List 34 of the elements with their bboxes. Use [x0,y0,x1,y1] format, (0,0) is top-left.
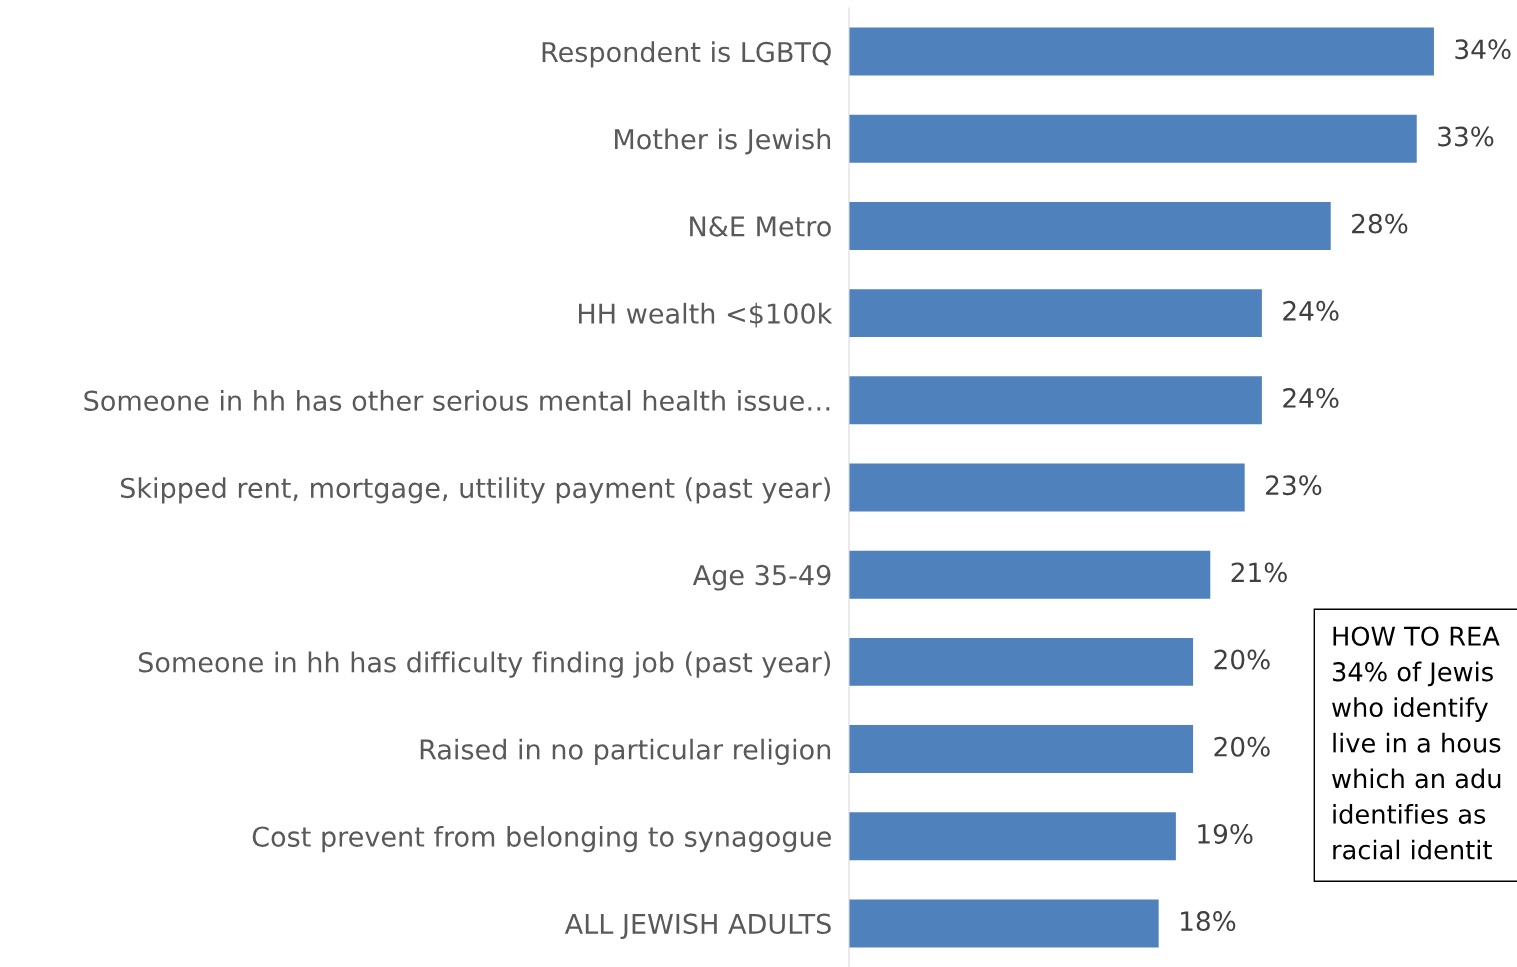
data-label: 24% [1283,300,1339,321]
y-tick-label: Age 35-49 [692,564,831,591]
bar [849,376,1262,425]
bar [849,550,1211,599]
annotation: HOW TO REA 34% of Jewis who identify live in a hous which an adu identifies as racial identit [1332,626,1501,860]
y-tick-label: Cost prevent from belonging to synagogue [252,825,831,853]
data-label: 20% [1214,649,1270,670]
bar [849,899,1159,948]
bar [849,463,1245,512]
data-label: 20% [1214,736,1270,757]
y-tick-label: ALL JEWISH ADULTS [564,913,831,940]
bar [849,725,1194,774]
data-label: 33% [1438,126,1494,147]
data-label: 19% [1198,823,1253,844]
y-tick-label: Mother is Jewish [615,128,831,155]
data-label: 21% [1231,562,1287,583]
bar [849,812,1176,861]
y-tick-label: N&E Metro [690,216,831,237]
y-tick-label: HH wealth <$100k [579,302,833,328]
bar [849,289,1262,338]
data-label: 23% [1266,475,1322,496]
data-label: 24% [1283,388,1339,408]
data-label: 28% [1352,213,1408,234]
y-tick-label: Someone in hh has other serious mental health issue… [84,390,830,411]
bar [849,201,1331,250]
data-label: 18% [1181,911,1236,932]
data-label: 34% [1455,39,1511,60]
bar [849,637,1194,686]
bar [849,114,1417,163]
bar [849,27,1434,76]
y-tick-label: Skipped rent, mortgage, uttility payment (past year) [120,477,831,504]
y-tick-label: Raised in no particular religion [420,738,831,765]
y-tick-label: Someone in hh has difficulty finding job (past year) [138,651,831,678]
y-tick-label: Respondent is LGBTQ [542,41,831,68]
